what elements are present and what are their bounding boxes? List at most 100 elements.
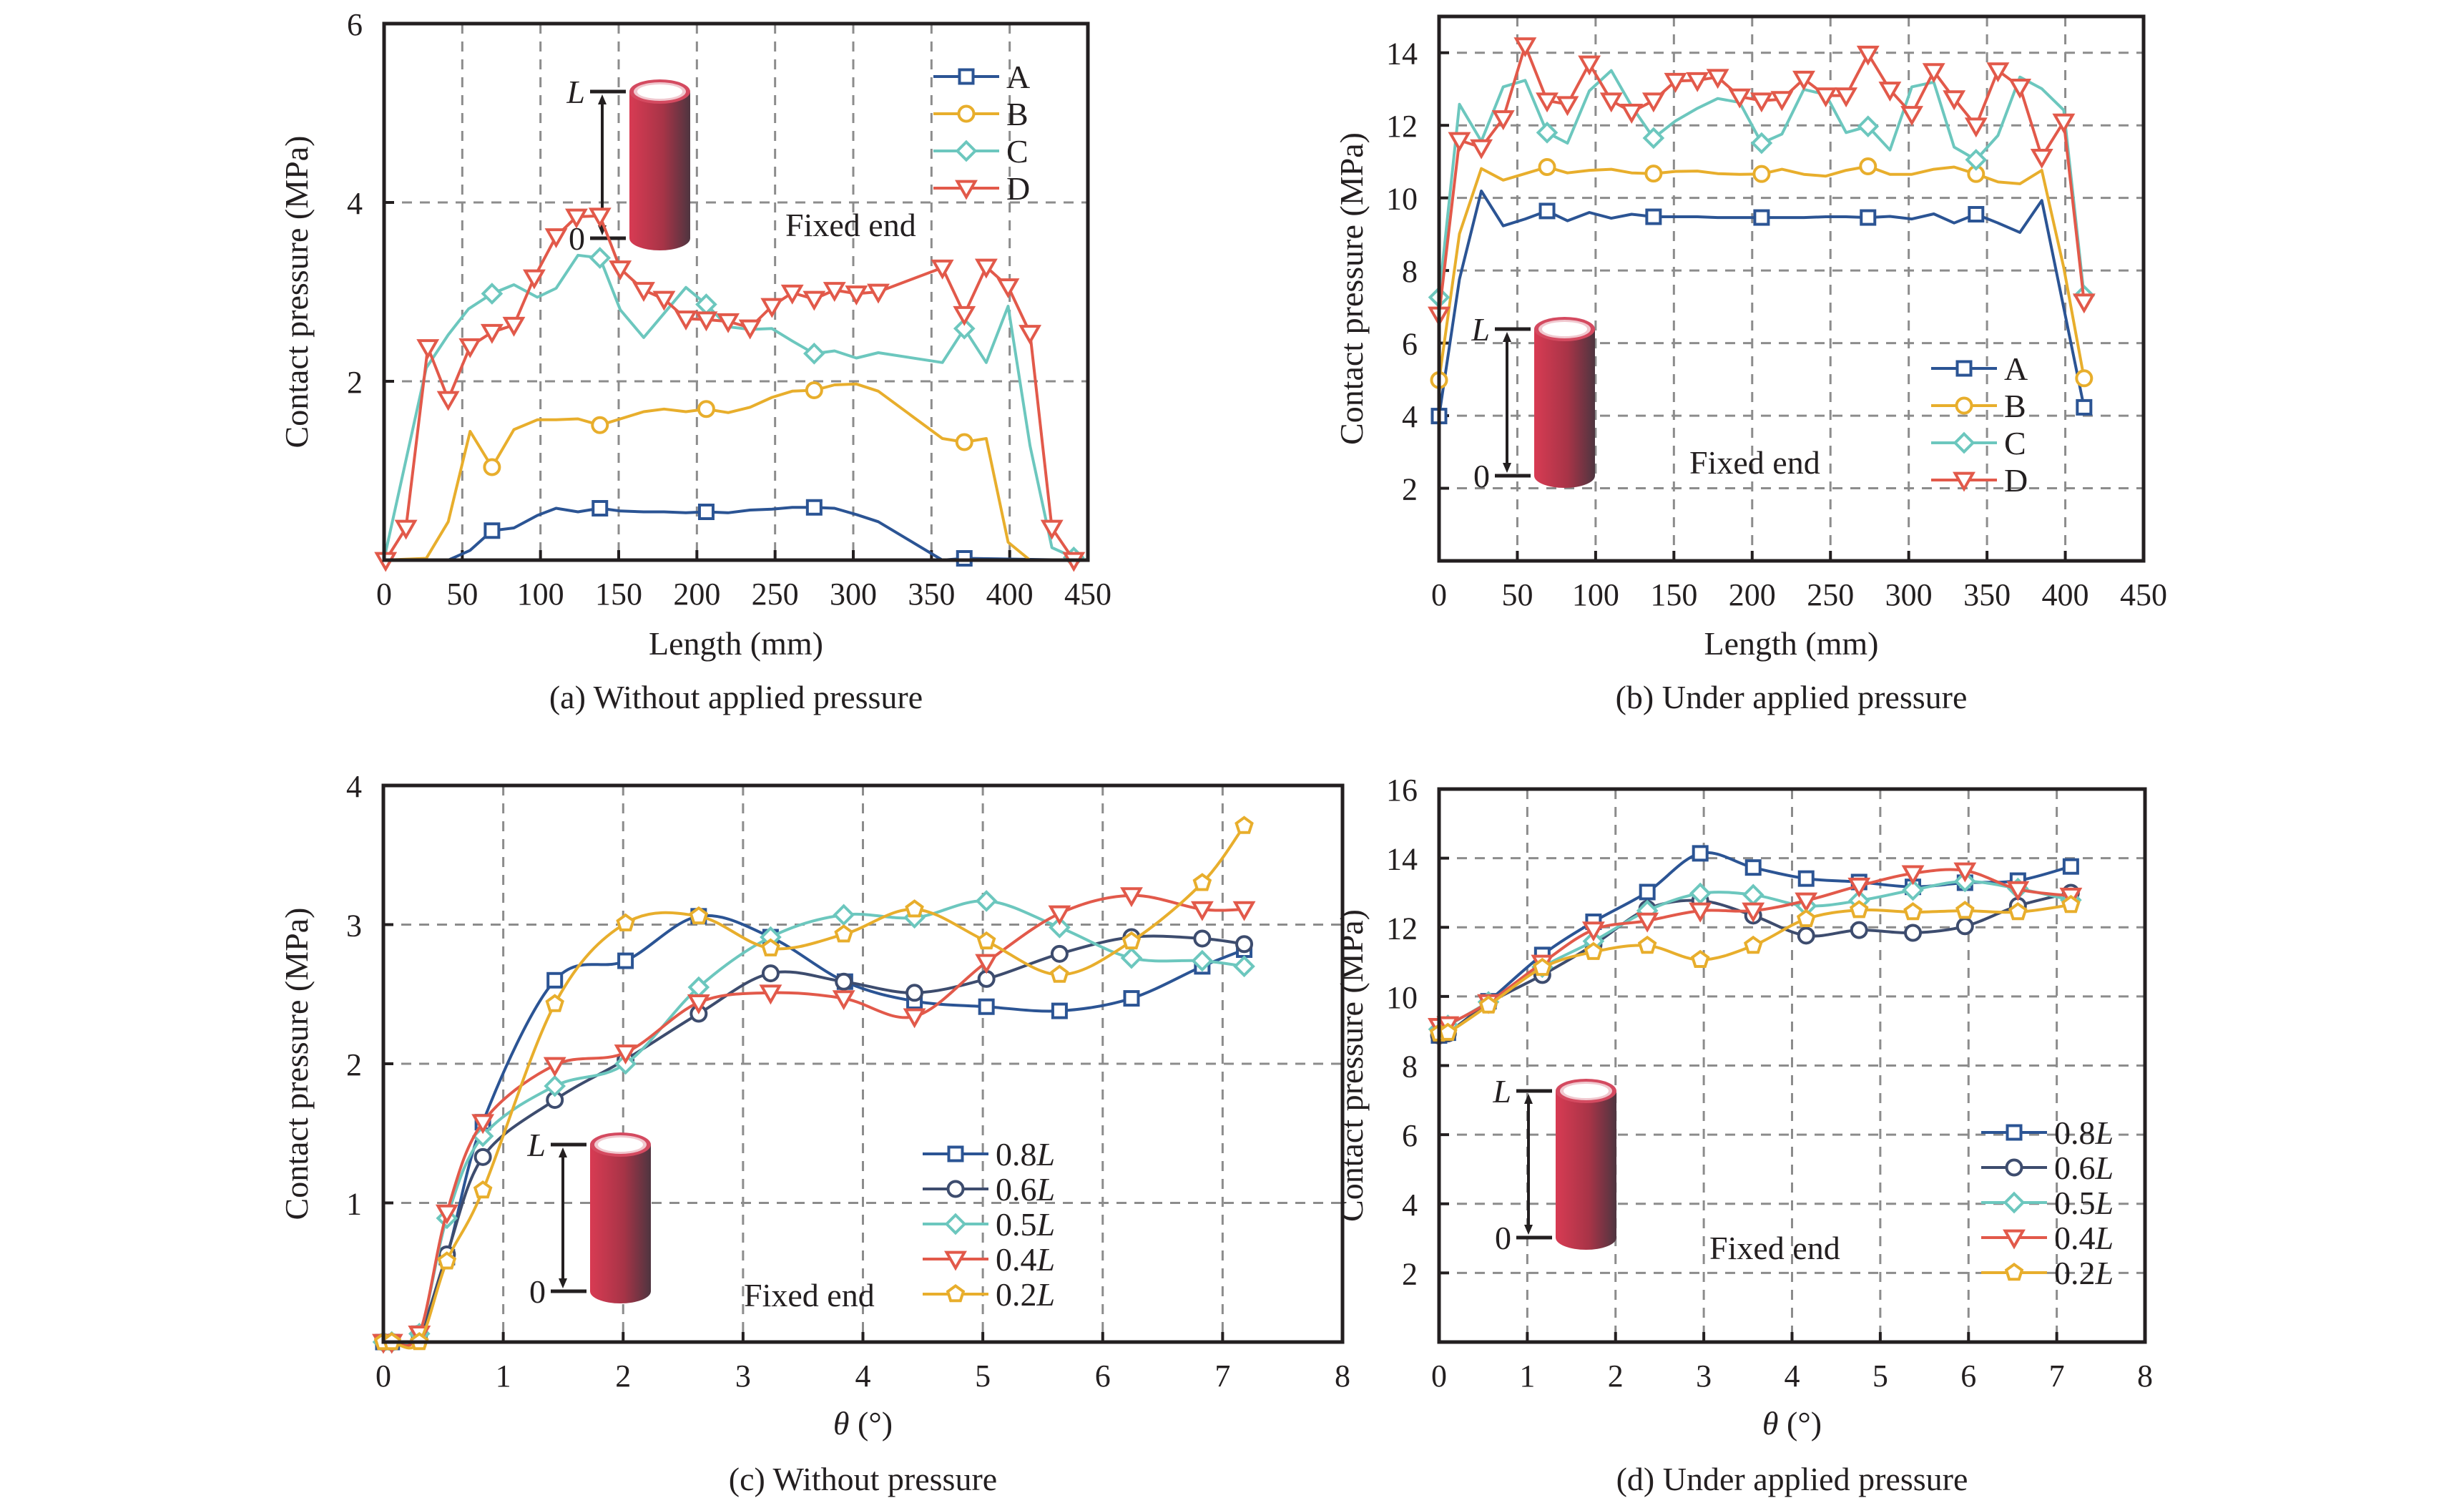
y-axis-label: Contact pressure (MPa) [278,136,315,449]
data-point [565,208,588,229]
legend-marker [1955,396,1973,415]
y-tick-label: 6 [1402,1118,1418,1153]
inset-length-label: L [526,1127,546,1163]
data-point [2006,881,2030,901]
legend-label: 0.2L [996,1276,1055,1313]
legend-item: B [933,96,1029,132]
data-point [394,519,418,540]
fixed-end-label: Fixed end [785,207,916,243]
x-tick-label: 300 [830,577,877,612]
data-point [1968,205,1985,222]
cylinder-body [590,1145,651,1303]
data-point [1438,1022,1458,1041]
data-point [845,285,868,306]
data-point [589,247,612,269]
data-point [1860,209,1877,226]
data-point [1232,901,1256,921]
legend-label-value: 0.4 [2054,1220,2096,1256]
y-tick-label: 4 [346,769,362,804]
legend-item: 0.4L [923,1241,1055,1278]
data-point [1922,63,1945,84]
data-point [473,1180,493,1199]
legend-label: 0.6L [2054,1150,2114,1186]
series-line [383,382,1074,562]
data-point [1835,87,1858,108]
data-point [1850,921,1868,939]
legend-label-value: 0.8 [2054,1115,2096,1151]
data-point [1578,55,1601,76]
legend-label-suffix: L [2095,1115,2114,1151]
data-point [2052,113,2076,134]
series-0-2l [1429,894,2081,1042]
x-tick-label: 150 [595,577,642,612]
plot-frame [1437,14,2146,563]
y-axis-label: Contact pressure (MPa) [278,908,315,1220]
data-point [616,913,635,931]
legend-label: D [1006,170,1030,207]
data-point [481,283,504,305]
x-tick-label: 50 [446,577,478,612]
data-point [1953,862,1977,883]
data-point [502,316,526,337]
data-point [1536,122,1559,144]
legend-marker [955,180,978,200]
legend-label-value: C [2004,425,2026,461]
legend-label: 0.6L [996,1171,1055,1208]
x-tick-label: 50 [1501,577,1533,612]
legend-label: 0.4L [996,1241,1055,1278]
data-point [780,284,804,305]
x-tick-label: 350 [1963,577,2011,612]
series-D [374,207,1086,572]
data-point [1814,87,1837,108]
data-point [1513,37,1537,58]
data-point [1641,92,1665,113]
data-point [1857,115,1880,138]
legend-item: A [1931,351,2028,387]
x-axis-unit: (°) [850,1405,893,1441]
data-point [1620,104,1644,124]
data-point [1903,902,1923,921]
data-point [458,338,482,358]
data-point [1856,45,1880,66]
x-tick-label: 3 [735,1358,751,1394]
legend-marker [946,1284,966,1303]
y-tick-label: 8 [1402,254,1418,289]
legend-label-value: 0.8 [996,1136,1037,1172]
data-point [761,938,780,956]
data-point [976,931,996,950]
legend-label-value: A [2004,351,2028,387]
x-tick-label: 150 [1650,577,1697,612]
inset-zero-label: 0 [569,220,585,257]
data-point [1692,845,1709,862]
data-point [803,342,825,365]
x-tick-label: 450 [2120,577,2167,612]
legend: 0.8L0.6L0.5L0.4L0.2L [923,1136,1055,1313]
x-tick-label: 1 [496,1358,511,1394]
x-axis-label: θ (°) [833,1405,893,1441]
legend-label: D [2004,462,2028,499]
data-point [1191,949,1214,972]
cylinder-inset: L 0 Fixed end [1492,1073,1840,1266]
x-axis-unit: (°) [1779,1405,1822,1441]
cylinder-bore [637,84,682,99]
legend-label-suffix: L [2095,1255,2114,1291]
data-point [905,899,924,918]
y-tick-label: 2 [346,1047,362,1082]
panel-caption: (c) Without pressure [729,1461,997,1497]
data-point [1019,325,1042,346]
data-point [738,319,762,340]
legend-marker [946,1180,965,1198]
y-tick-label: 4 [1402,1188,1418,1223]
data-point [1235,935,1254,954]
data-point [1689,902,1712,923]
fixed-end-label: Fixed end [744,1277,875,1313]
theta-symbol: θ [1762,1405,1779,1441]
legend-marker [1955,360,1973,377]
data-point [1233,955,1255,978]
data-point [974,258,998,279]
data-point [2008,79,2032,99]
legend-item: 0.8L [923,1136,1055,1172]
legend-marker [955,139,978,162]
inset-zero-label: 0 [1473,458,1490,494]
